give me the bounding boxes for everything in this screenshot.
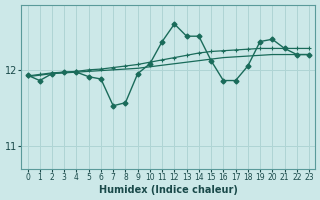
X-axis label: Humidex (Indice chaleur): Humidex (Indice chaleur) bbox=[99, 185, 238, 195]
